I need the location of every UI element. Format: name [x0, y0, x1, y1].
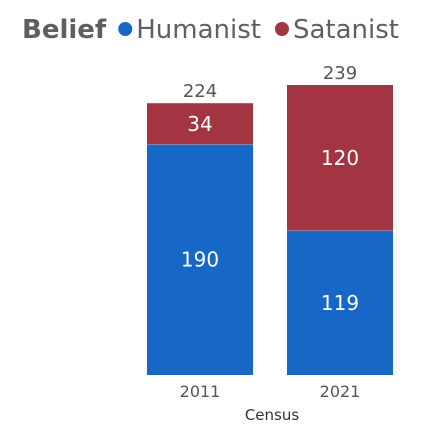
legend-marker-satanist	[274, 22, 289, 36]
bar-humanist-2021	[287, 230, 393, 375]
bar-satanist-2021	[287, 85, 393, 231]
bars: 190 34 224 2011 119 120 239 2021	[147, 63, 393, 401]
legend-title: Belief	[22, 15, 107, 45]
data-label-satanist-2021: 120	[321, 146, 359, 170]
total-label-2021: 239	[323, 63, 357, 84]
legend-label-humanist: Humanist	[136, 15, 261, 45]
legend-marker-humanist	[118, 22, 133, 36]
x-tick-label-2011: 2011	[180, 382, 221, 401]
bar-satanist-2011	[147, 103, 253, 145]
data-label-humanist-2021: 119	[321, 291, 359, 315]
x-tick-label-2021: 2021	[320, 382, 361, 401]
data-label-humanist-2011: 190	[181, 248, 219, 272]
bar-humanist-2011	[147, 144, 253, 375]
legend: Belief Humanist Satanist	[22, 15, 399, 45]
data-label-satanist-2011: 34	[187, 112, 212, 136]
legend-label-satanist: Satanist	[293, 15, 399, 45]
x-axis: Census	[245, 406, 300, 424]
x-axis-title: Census	[245, 406, 300, 424]
total-label-2011: 224	[183, 81, 217, 102]
